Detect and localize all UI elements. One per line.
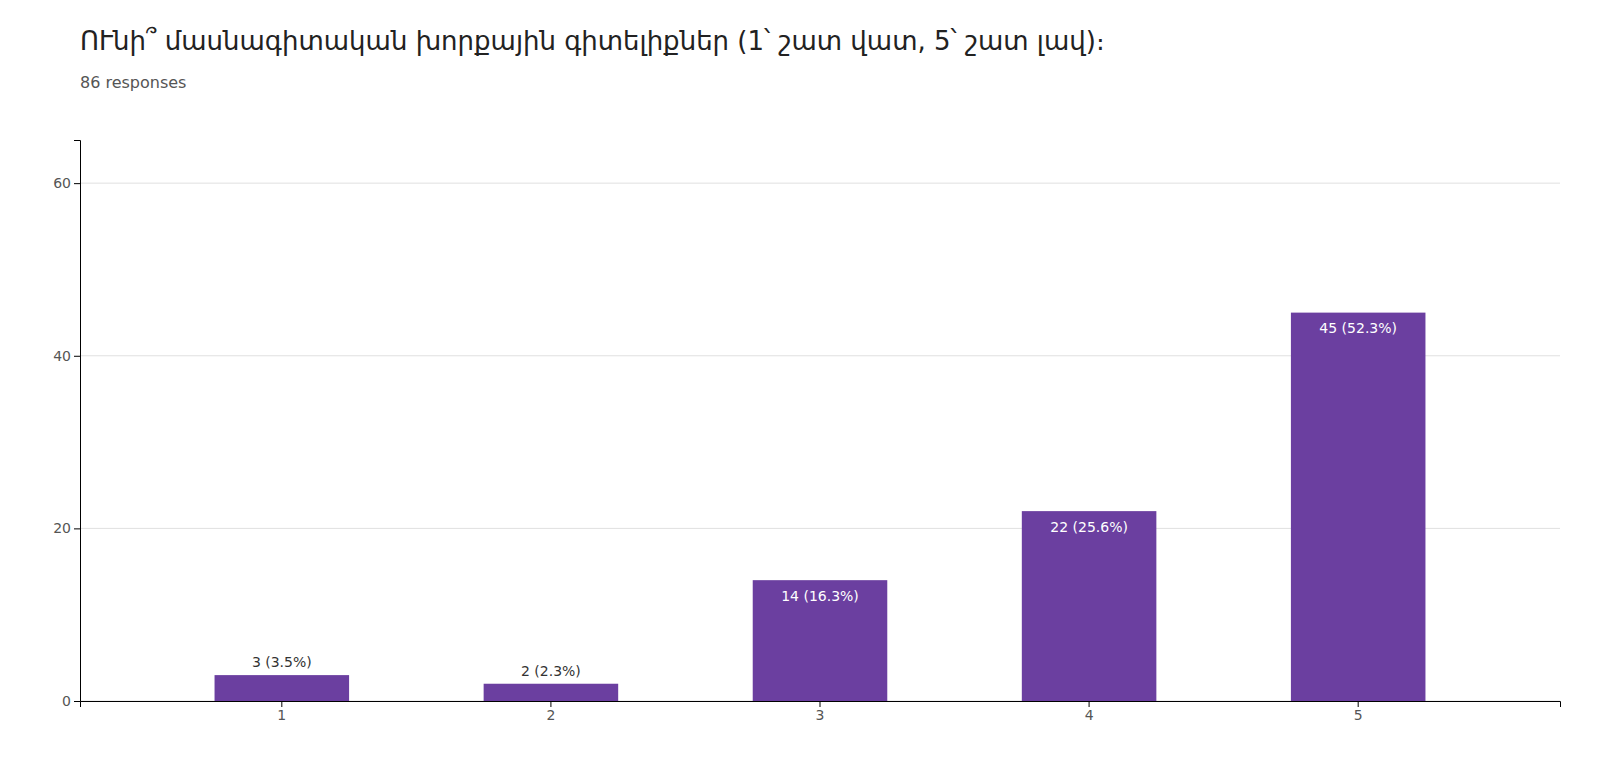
- x-tick: 2: [546, 701, 555, 723]
- data-labels: 3 (3.5%) 2 (2.3%) 14 (16.3%) 22 (25.6%) 45 (…: [252, 320, 1397, 679]
- data-label: 14 (16.3%): [781, 588, 859, 604]
- y-axis: 0 20 40 60: [53, 141, 80, 709]
- bar: [1022, 511, 1157, 701]
- x-tick: 5: [1354, 701, 1363, 723]
- bars: [215, 313, 1426, 701]
- x-tick: 3: [816, 701, 825, 723]
- x-tick: 4: [1085, 701, 1094, 723]
- y-tick-label: 20: [53, 520, 71, 536]
- y-tick-mark: [74, 528, 80, 529]
- data-label: 3 (3.5%): [252, 654, 312, 670]
- x-tick-label: 1: [277, 707, 286, 723]
- x-tick: 1: [277, 701, 286, 723]
- x-tick-label: 2: [546, 707, 555, 723]
- y-tick: 40: [53, 348, 80, 364]
- y-tick: 20: [53, 520, 80, 536]
- y-tick-mark: [74, 183, 80, 184]
- data-label: 45 (52.3%): [1319, 320, 1397, 336]
- page: ՈՒնի՞ մասնագիտական խորքային գիտելիքներ (…: [0, 0, 1600, 761]
- x-tick-label: 4: [1085, 707, 1094, 723]
- bar: [1291, 313, 1426, 701]
- x-axis: 1 2 3 4 5: [81, 701, 1561, 723]
- chart-container: ՈՒնի՞ մասնագիտական խորքային գիտելիքներ (…: [0, 0, 1600, 761]
- x-tick-label: 3: [816, 707, 825, 723]
- x-tick-label: 5: [1354, 707, 1363, 723]
- y-axis-line: [74, 141, 81, 702]
- y-tick: 0: [62, 693, 80, 709]
- data-label: 2 (2.3%): [521, 663, 581, 679]
- title: ՈՒնի՞ մասնագիտական խորքային գիտելիքներ (…: [80, 26, 1105, 56]
- bar: [484, 684, 619, 701]
- y-tick-mark: [74, 701, 80, 702]
- bar: [753, 580, 888, 701]
- chart-svg: ՈՒնի՞ մասնագիտական խորքային գիտելիքներ (…: [0, 0, 1600, 761]
- grid: [80, 183, 1560, 701]
- bar: [215, 675, 350, 701]
- y-tick: 60: [53, 175, 80, 191]
- subtitle: 86 responses: [80, 73, 186, 92]
- y-tick-mark: [74, 356, 80, 357]
- y-tick-label: 40: [53, 348, 71, 364]
- grid-line: [80, 183, 1560, 184]
- y-tick-label: 0: [62, 693, 71, 709]
- y-tick-label: 60: [53, 175, 71, 191]
- data-label: 22 (25.6%): [1050, 519, 1128, 535]
